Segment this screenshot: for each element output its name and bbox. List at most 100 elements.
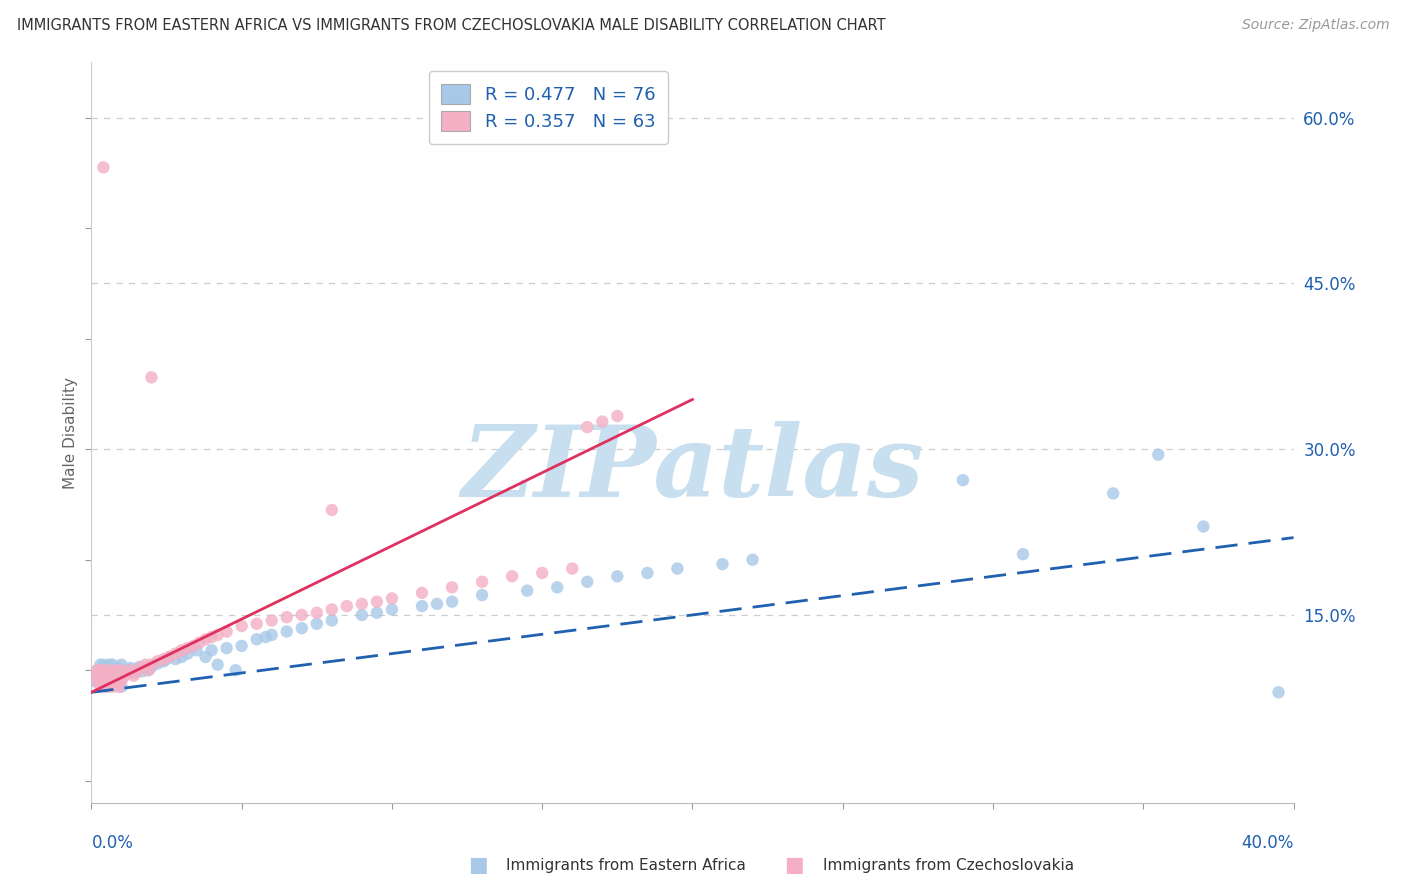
- Point: [141, 660, 163, 674]
- Point: [96, 680, 118, 694]
- Point: [201, 643, 224, 657]
- Point: [83, 669, 105, 683]
- Point: [188, 635, 211, 649]
- Point: [155, 652, 177, 666]
- Text: Source: ZipAtlas.com: Source: ZipAtlas.com: [1241, 18, 1389, 32]
- Point: [86, 674, 108, 689]
- Point: [125, 663, 148, 677]
- Point: [141, 370, 163, 384]
- Point: [96, 680, 118, 694]
- Point: [86, 663, 108, 677]
- Text: 40.0%: 40.0%: [1241, 834, 1294, 852]
- Point: [411, 599, 433, 613]
- Point: [576, 420, 599, 434]
- Text: ZIPatlas: ZIPatlas: [461, 421, 924, 518]
- Point: [231, 639, 253, 653]
- Point: [1147, 448, 1170, 462]
- Point: [276, 610, 298, 624]
- Text: 0.0%: 0.0%: [91, 834, 134, 852]
- Point: [321, 503, 343, 517]
- Point: [170, 649, 193, 664]
- Point: [110, 674, 132, 689]
- Point: [101, 680, 124, 694]
- Point: [98, 663, 121, 677]
- Point: [96, 663, 118, 677]
- Point: [98, 674, 121, 689]
- Point: [104, 663, 127, 677]
- Y-axis label: Male Disability: Male Disability: [62, 376, 77, 489]
- Point: [110, 680, 132, 694]
- Point: [381, 602, 404, 616]
- Point: [516, 583, 538, 598]
- Point: [159, 649, 181, 664]
- Point: [440, 580, 463, 594]
- Point: [254, 630, 277, 644]
- Point: [93, 665, 115, 680]
- Point: [120, 663, 142, 677]
- Point: [165, 647, 187, 661]
- Point: [122, 665, 145, 680]
- Point: [215, 641, 238, 656]
- Point: [194, 632, 217, 647]
- Point: [225, 663, 247, 677]
- Point: [207, 657, 229, 672]
- Point: [1012, 547, 1035, 561]
- Point: [366, 595, 388, 609]
- Point: [128, 661, 150, 675]
- Point: [134, 661, 156, 675]
- Point: [89, 663, 111, 677]
- Text: ■: ■: [785, 855, 804, 875]
- Point: [101, 657, 124, 672]
- Point: [276, 624, 298, 639]
- Point: [576, 574, 599, 589]
- Point: [159, 649, 181, 664]
- Point: [321, 602, 343, 616]
- Point: [128, 660, 150, 674]
- Point: [152, 652, 174, 666]
- Point: [117, 665, 139, 680]
- Point: [321, 614, 343, 628]
- Point: [104, 663, 127, 677]
- Point: [246, 616, 269, 631]
- Point: [666, 561, 689, 575]
- Point: [146, 654, 169, 668]
- Point: [952, 473, 974, 487]
- Point: [93, 161, 115, 175]
- Text: ■: ■: [468, 855, 488, 875]
- Point: [201, 630, 224, 644]
- Point: [110, 663, 132, 677]
- Point: [104, 674, 127, 689]
- Point: [138, 663, 160, 677]
- Point: [1267, 685, 1289, 699]
- Text: IMMIGRANTS FROM EASTERN AFRICA VS IMMIGRANTS FROM CZECHOSLOVAKIA MALE DISABILITY: IMMIGRANTS FROM EASTERN AFRICA VS IMMIGR…: [17, 18, 886, 33]
- Point: [107, 680, 129, 694]
- Point: [591, 415, 613, 429]
- Point: [98, 674, 121, 689]
- Point: [350, 597, 373, 611]
- Point: [291, 621, 314, 635]
- Point: [260, 628, 283, 642]
- Point: [110, 669, 132, 683]
- Point: [231, 619, 253, 633]
- Point: [531, 566, 554, 580]
- Point: [561, 561, 583, 575]
- Point: [471, 574, 494, 589]
- Point: [291, 607, 314, 622]
- Point: [93, 657, 115, 672]
- Point: [606, 569, 628, 583]
- Point: [141, 657, 163, 672]
- Point: [741, 552, 763, 566]
- Point: [98, 663, 121, 677]
- Point: [93, 663, 115, 677]
- Point: [117, 663, 139, 677]
- Point: [93, 674, 115, 689]
- Point: [96, 669, 118, 683]
- Point: [96, 669, 118, 683]
- Point: [546, 580, 568, 594]
- Point: [107, 669, 129, 683]
- Point: [636, 566, 658, 580]
- Point: [440, 595, 463, 609]
- Point: [101, 672, 124, 686]
- Legend: R = 0.477   N = 76, R = 0.357   N = 63: R = 0.477 N = 76, R = 0.357 N = 63: [429, 71, 668, 144]
- Point: [1192, 519, 1215, 533]
